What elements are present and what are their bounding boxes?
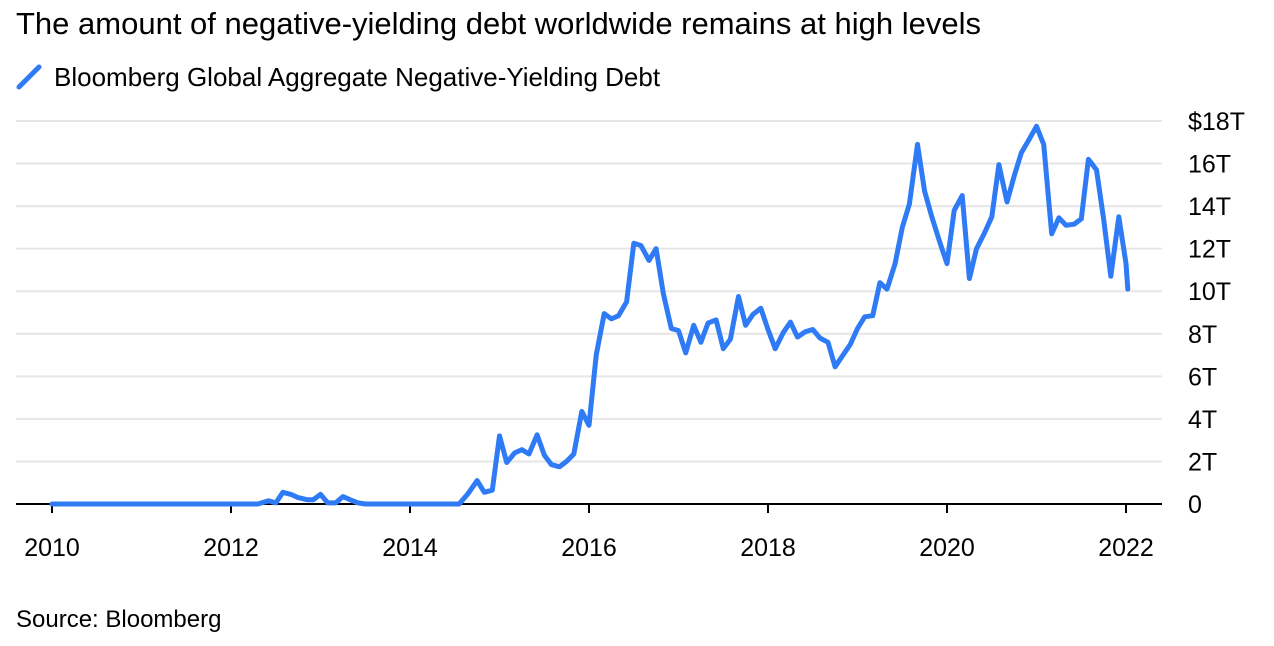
y-tick-label-2: 2T — [1188, 448, 1217, 476]
chart-title: The amount of negative-yielding debt wor… — [16, 6, 981, 41]
x-tick-label-2016: 2016 — [561, 534, 617, 562]
y-tick-label-10: 10T — [1188, 278, 1231, 306]
source-note: Source: Bloomberg — [16, 606, 222, 633]
legend-line-icon — [16, 64, 42, 90]
x-tick-label-2010: 2010 — [24, 534, 80, 562]
series-line-0 — [49, 123, 1131, 507]
chart-plot: 0 2T 4T 6T 8T 10T 12T 14T 16T $18T 2010 2012 2014 201… — [16, 108, 1245, 562]
chart-legend: Bloomberg Global Aggregate Negative-Yiel… — [16, 57, 660, 97]
x-tick-label-2020: 2020 — [919, 534, 975, 562]
legend-label: Bloomberg Global Aggregate Negative-Yiel… — [54, 61, 661, 92]
y-tick-label-4: 4T — [1188, 406, 1217, 434]
y-tick-label-12: 12T — [1188, 236, 1231, 264]
y-tick-label-18: $18T — [1188, 108, 1245, 136]
y-tick-label-8: 8T — [1188, 321, 1217, 349]
x-tick-label-2022: 2022 — [1098, 534, 1154, 562]
y-tick-label-14: 14T — [1188, 193, 1231, 221]
y-tick-label-16: 16T — [1188, 151, 1231, 179]
y-tick-label-6: 6T — [1188, 363, 1217, 391]
y-tick-label-0: 0 — [1188, 491, 1202, 519]
x-tick-label-2018: 2018 — [740, 534, 796, 562]
x-tick-label-2012: 2012 — [203, 534, 259, 562]
x-tick-label-2014: 2014 — [382, 534, 438, 562]
